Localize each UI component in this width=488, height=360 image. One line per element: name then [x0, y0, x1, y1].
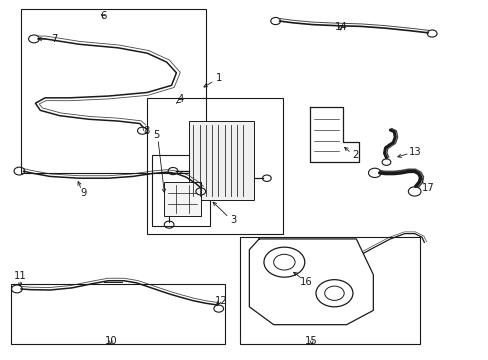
Text: 9: 9 [80, 188, 86, 198]
Text: 17: 17 [421, 183, 434, 193]
Bar [152, 155, 210, 226]
Text: 16: 16 [300, 277, 312, 287]
Text: 10: 10 [104, 337, 117, 346]
Text: 15: 15 [305, 337, 317, 346]
Bar [147, 98, 283, 234]
Text: 4: 4 [177, 94, 183, 104]
Text: 1: 1 [216, 73, 222, 83]
Text: 2: 2 [351, 150, 358, 160]
Text: 8: 8 [143, 126, 149, 136]
Text: 13: 13 [408, 147, 421, 157]
Bar [11, 284, 224, 344]
Text: 3: 3 [230, 215, 237, 225]
Text: 11: 11 [14, 271, 26, 281]
Bar [188, 121, 254, 200]
Bar [21, 9, 205, 173]
Bar [164, 182, 201, 216]
Text: 6: 6 [100, 12, 106, 21]
Text: 5: 5 [153, 130, 159, 140]
Bar [239, 237, 419, 344]
Text: 7: 7 [51, 34, 57, 44]
Text: 12: 12 [214, 296, 227, 306]
Text: 14: 14 [334, 22, 346, 32]
